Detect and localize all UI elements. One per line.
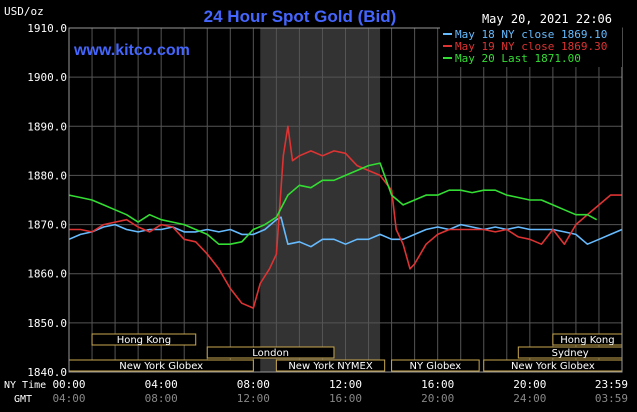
session-label: NY Globex [410,361,462,372]
session-label: New York Globex [511,361,595,372]
x-tick-label-gmt: 24:00 [513,392,546,405]
x-tick-label-gmt: 12:00 [237,392,270,405]
y-tick-label: 1910.0 [27,22,67,35]
series-line-1 [68,216,623,248]
x-tick-label-ny: 08:00 [237,378,270,391]
x-tick-label-gmt: 03:59 [595,392,628,405]
plot-border [68,27,623,373]
y-tick-label: 1890.0 [27,120,67,133]
watermark: www.kitco.com [73,42,190,59]
y-tick-label: 1840.0 [27,366,67,379]
session-label: London [252,348,289,359]
x-tick-label-ny: 23:59 [595,378,628,391]
y-tick-label: 1880.0 [27,169,67,182]
session-label: Hong Kong [560,335,614,346]
x-tick-label-gmt: 20:00 [421,392,454,405]
x-tick-label-gmt: 16:00 [329,392,362,405]
legend-entry: May 18 NY close 1869.10 [455,28,607,41]
session-bar [391,359,480,372]
y-axis-label: USD/oz [4,5,44,18]
series-line-3 [68,162,598,245]
timestamp: May 20, 2021 22:06 [482,12,612,26]
legend-background [440,27,622,67]
session-label: New York NYMEX [288,361,373,372]
x-tick-label-ny: 20:00 [513,378,546,391]
x-tick-label-ny: 16:00 [421,378,454,391]
y-tick-label: 1900.0 [27,71,67,84]
chart-title: 24 Hour Spot Gold (Bid) [204,7,397,26]
x-tick-label-gmt: 04:00 [52,392,85,405]
legend-entry: May 19 NY close 1869.30 [455,40,607,53]
session-bar [275,359,386,372]
x-tick-label-ny: 12:00 [329,378,362,391]
y-tick-label: 1870.0 [27,219,67,232]
session-label: New York Globex [119,361,203,372]
x-axis-label-ny: NY Time [4,380,46,391]
series-line-2 [69,125,622,309]
y-tick-label: 1860.0 [27,268,67,281]
legend-entry: May 20 Last 1871.00 [455,52,581,65]
x-tick-label-ny: 04:00 [145,378,178,391]
session-bar [91,333,197,346]
session-label: Sydney [552,348,589,359]
highlight-band [260,28,381,372]
x-tick-label-gmt: 08:00 [145,392,178,405]
session-label: Hong Kong [117,335,171,346]
x-axis-label-gmt: GMT [14,394,32,405]
x-tick-label-ny: 00:00 [52,378,85,391]
y-tick-label: 1850.0 [27,317,67,330]
session-bar [206,346,335,359]
